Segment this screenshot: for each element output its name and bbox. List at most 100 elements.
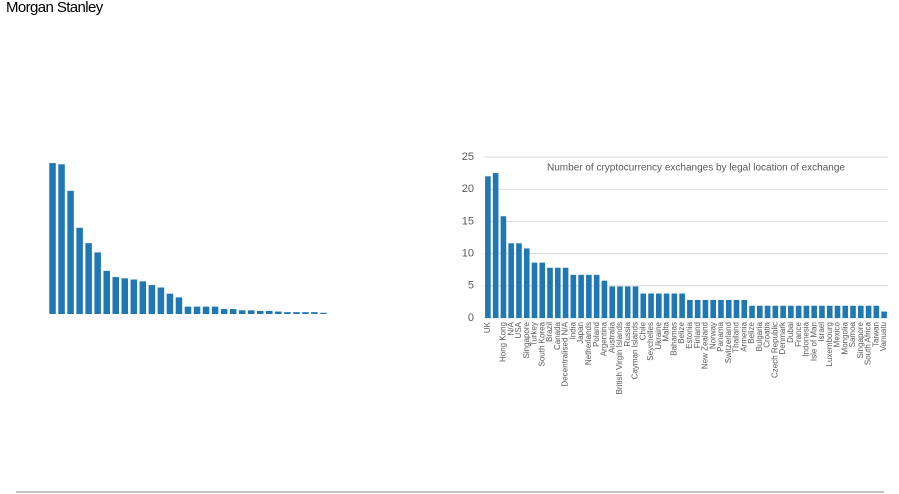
x-tick-label: Chile xyxy=(638,321,647,340)
bar xyxy=(640,293,647,318)
bar xyxy=(687,299,693,318)
bar xyxy=(238,310,246,314)
x-tick-label: Mongolia xyxy=(840,321,849,354)
bar xyxy=(702,299,709,318)
bar xyxy=(679,293,685,318)
x-tick-label: Turkey xyxy=(530,322,539,346)
bar xyxy=(320,312,327,314)
bar xyxy=(293,312,300,314)
x-tick-label: Belize xyxy=(677,321,686,343)
bar xyxy=(757,305,763,318)
bar xyxy=(523,248,530,318)
bar xyxy=(741,299,748,318)
x-tick-label: South Korea xyxy=(537,321,546,366)
x-tick-label: New Zealand xyxy=(701,322,710,369)
bar xyxy=(811,305,817,318)
x-tick-label: Decentralised N/A xyxy=(561,321,570,386)
bar xyxy=(671,293,678,318)
logo: Morgan Stanley xyxy=(6,0,104,16)
y-tick-label: 25 xyxy=(462,151,474,163)
bar xyxy=(772,305,779,318)
bar xyxy=(834,305,841,318)
bar xyxy=(858,305,864,318)
bar xyxy=(157,287,165,314)
x-tick-label: Bulgaria xyxy=(755,321,764,351)
x-tick-label: Seychelles xyxy=(646,322,655,361)
x-tick-label: UK xyxy=(483,321,492,333)
x-tick-label: Croatia xyxy=(763,321,772,347)
x-tick-label: Dubai xyxy=(786,322,795,343)
bar xyxy=(873,305,880,318)
x-tick-label: USA xyxy=(514,321,523,338)
bar xyxy=(516,243,522,318)
bar xyxy=(85,243,92,314)
x-tick-label: Taiwan xyxy=(871,322,880,347)
x-tick-label: Singapore xyxy=(522,321,531,358)
bar xyxy=(103,270,110,314)
bar xyxy=(211,306,219,314)
x-tick-label: Panama xyxy=(716,321,725,351)
bar xyxy=(881,311,887,318)
bar xyxy=(850,305,856,318)
bar xyxy=(819,305,825,318)
x-tick-label: Armenia xyxy=(739,321,748,351)
bar xyxy=(539,262,546,318)
bar xyxy=(780,305,786,318)
bar xyxy=(311,312,318,314)
y-tick-label: 5 xyxy=(468,280,474,292)
y-tick-label: 20 xyxy=(462,183,474,195)
bar xyxy=(266,310,273,314)
bar xyxy=(247,310,255,314)
bar xyxy=(609,286,615,318)
bar xyxy=(220,309,228,314)
bar xyxy=(58,164,65,314)
bar xyxy=(184,306,192,314)
bar xyxy=(166,293,174,314)
bar xyxy=(562,267,569,318)
x-tick-label: Isle of Man xyxy=(809,322,818,361)
bar xyxy=(112,277,119,314)
bar xyxy=(788,305,794,318)
bar xyxy=(656,293,662,318)
x-tick-label: India xyxy=(568,321,577,339)
bar xyxy=(175,297,183,314)
bar xyxy=(492,173,499,318)
x-tick-label: Israel xyxy=(817,322,826,342)
x-tick-label: Bahamas xyxy=(669,322,678,356)
x-tick-label: Belize xyxy=(747,321,756,343)
bar xyxy=(593,274,600,318)
x-tick-label: Denmark xyxy=(778,321,787,354)
bar xyxy=(648,293,654,318)
bar xyxy=(531,262,538,318)
x-tick-label: Vanuatu xyxy=(879,322,888,351)
bar xyxy=(694,299,701,318)
bar xyxy=(139,281,147,314)
bar xyxy=(202,306,210,314)
bar xyxy=(586,274,592,318)
bar xyxy=(803,305,810,318)
x-tick-label: Luxembourg xyxy=(825,322,834,366)
bar xyxy=(284,312,291,314)
bar xyxy=(826,305,833,318)
x-tick-label: Mexico xyxy=(833,321,842,347)
bar xyxy=(632,286,639,318)
y-tick-label: 0 xyxy=(468,312,474,324)
x-tick-label: South Africa xyxy=(864,321,873,365)
x-tick-label: Malta xyxy=(662,321,671,341)
bar xyxy=(229,309,237,314)
bar xyxy=(555,267,561,318)
bar xyxy=(275,311,282,314)
x-tick-label: Czech Republic xyxy=(770,322,779,378)
x-tick-label: Netherlands xyxy=(584,322,593,365)
bar xyxy=(733,299,740,318)
bar xyxy=(710,299,716,318)
bar xyxy=(67,190,74,314)
y-tick-label: 15 xyxy=(462,215,474,227)
bar xyxy=(663,293,670,318)
x-tick-label: Estonia xyxy=(685,321,694,348)
x-tick-label: Switzerland xyxy=(724,322,733,363)
bar xyxy=(148,285,156,314)
x-tick-label: Poland xyxy=(592,322,601,347)
x-tick-label: Cayman Islands xyxy=(631,322,640,379)
